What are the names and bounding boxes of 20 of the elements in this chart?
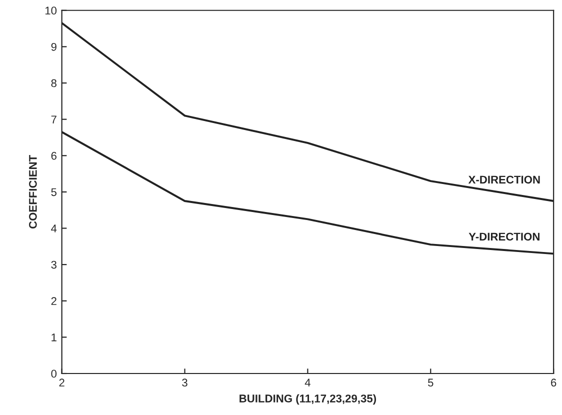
y-tick-label: 2 <box>51 297 56 305</box>
x-tick-label: 6 <box>551 378 556 387</box>
x-axis-title: BUILDING (11,17,23,29,35) <box>240 394 376 405</box>
y-tick-label: 9 <box>51 42 56 51</box>
x-tick-label: 3 <box>182 378 188 387</box>
y-tick-label: 6 <box>51 152 56 160</box>
y-tick-label: 10 <box>45 6 57 15</box>
series-label: Y-DIRECTION <box>468 232 540 241</box>
y-tick-label: 3 <box>51 260 56 269</box>
y-tick-label: 0 <box>51 370 57 378</box>
y-tick-label: 7 <box>51 116 56 124</box>
y-tick-label: 8 <box>51 79 56 88</box>
x-tick-label: 4 <box>304 378 310 386</box>
series-label: X-DIRECTION <box>468 176 540 184</box>
y-tick-label: 5 <box>51 188 56 196</box>
y-axis-title: COEFFICIENT <box>28 155 37 229</box>
x-tick-label: 2 <box>59 378 64 386</box>
y-tick-label: 1 <box>52 334 56 342</box>
y-tick-label: 4 <box>51 224 57 232</box>
x-tick-label: 5 <box>428 378 434 387</box>
